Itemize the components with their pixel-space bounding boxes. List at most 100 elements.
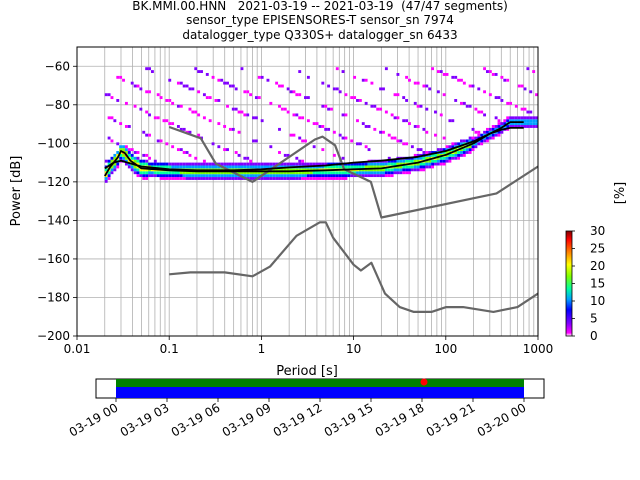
density-cell xyxy=(194,177,198,180)
density-cell xyxy=(460,139,463,143)
density-cell xyxy=(127,153,131,157)
density-cell xyxy=(350,174,354,178)
density-cell xyxy=(416,148,420,152)
density-cell xyxy=(321,174,325,178)
density-cell xyxy=(520,122,524,126)
x-tick-label: 0.01 xyxy=(64,342,91,356)
density-cell xyxy=(165,171,169,175)
density-cell xyxy=(367,162,371,166)
density-cell xyxy=(304,162,307,166)
density-cell xyxy=(364,125,368,128)
density-cell xyxy=(124,125,128,128)
density-cell xyxy=(422,165,426,169)
density-cell xyxy=(382,168,385,172)
density-cell xyxy=(465,139,469,143)
density-cell xyxy=(425,84,429,88)
density-cell xyxy=(439,148,443,152)
density-cell xyxy=(298,168,302,172)
density-cell xyxy=(306,162,310,166)
density-cell xyxy=(228,174,232,178)
density-cell xyxy=(202,159,206,163)
density-cell xyxy=(376,107,380,111)
density-cell xyxy=(399,139,403,143)
density-cell xyxy=(309,174,313,178)
density-cell xyxy=(304,96,307,100)
density-cell xyxy=(327,127,331,131)
density-cell xyxy=(145,171,149,175)
density-cell xyxy=(405,165,409,169)
density-cell xyxy=(156,162,160,166)
density-cell xyxy=(486,136,489,140)
density-cell xyxy=(370,168,374,172)
density-cell xyxy=(286,174,290,178)
density-cell xyxy=(370,165,374,169)
density-cell xyxy=(436,162,440,166)
density-cell xyxy=(272,162,276,166)
density-cell xyxy=(174,174,177,178)
density-cell xyxy=(269,101,273,105)
density-cell xyxy=(153,174,157,178)
density-cell xyxy=(526,110,530,114)
density-cell xyxy=(211,165,215,169)
density-cell xyxy=(269,145,273,149)
density-cell xyxy=(266,177,270,180)
density-cell xyxy=(405,168,409,172)
density-cell xyxy=(396,116,400,120)
density-cell xyxy=(145,90,149,94)
plot-frame xyxy=(76,46,539,337)
density-cell xyxy=(286,87,290,91)
density-cell xyxy=(231,162,235,166)
density-cell xyxy=(194,165,198,169)
density-cell xyxy=(159,165,163,169)
x-tick-label: 100 xyxy=(434,342,457,356)
density-cell xyxy=(280,84,284,88)
density-cell xyxy=(127,159,131,163)
density-cell xyxy=(211,177,215,180)
density-cell xyxy=(254,139,258,143)
density-cell xyxy=(292,168,296,172)
density-cell xyxy=(405,159,409,163)
density-cell xyxy=(145,162,149,166)
density-cell xyxy=(477,110,481,114)
density-cell xyxy=(509,116,513,120)
density-cell xyxy=(202,165,206,169)
density-cell xyxy=(341,156,345,160)
density-cell xyxy=(214,174,218,178)
density-cell xyxy=(159,139,163,143)
density-cell xyxy=(465,104,469,108)
density-cell xyxy=(304,174,307,178)
density-cell xyxy=(234,87,238,91)
density-cell xyxy=(136,171,140,175)
density-cell xyxy=(142,174,146,178)
density-cell xyxy=(283,162,287,166)
density-cell xyxy=(517,122,521,126)
density-cell xyxy=(341,136,345,140)
density-cell xyxy=(410,165,414,169)
timeline-tick-label: 03-19 06 xyxy=(169,400,223,439)
density-cell xyxy=(529,122,533,126)
density-cell xyxy=(405,171,409,175)
density-cell xyxy=(142,162,146,166)
density-cell xyxy=(231,174,235,178)
density-cell xyxy=(422,151,426,154)
density-cell xyxy=(486,139,489,143)
density-cell xyxy=(332,171,336,175)
density-cell xyxy=(234,165,238,169)
density-cell xyxy=(428,87,432,91)
density-cell xyxy=(234,107,238,111)
density-cell xyxy=(194,174,198,178)
density-cell xyxy=(384,162,388,166)
density-cell xyxy=(223,171,227,175)
density-cell xyxy=(384,159,388,163)
density-cell xyxy=(295,174,299,178)
density-cell xyxy=(390,159,394,163)
density-cell xyxy=(358,165,362,169)
density-cell xyxy=(289,168,293,172)
density-cell xyxy=(119,148,123,152)
density-cell xyxy=(408,165,411,169)
density-cell xyxy=(226,104,229,108)
density-cell xyxy=(477,133,481,137)
density-cell xyxy=(396,168,400,172)
density-cell xyxy=(130,153,134,157)
density-cell xyxy=(188,165,192,169)
